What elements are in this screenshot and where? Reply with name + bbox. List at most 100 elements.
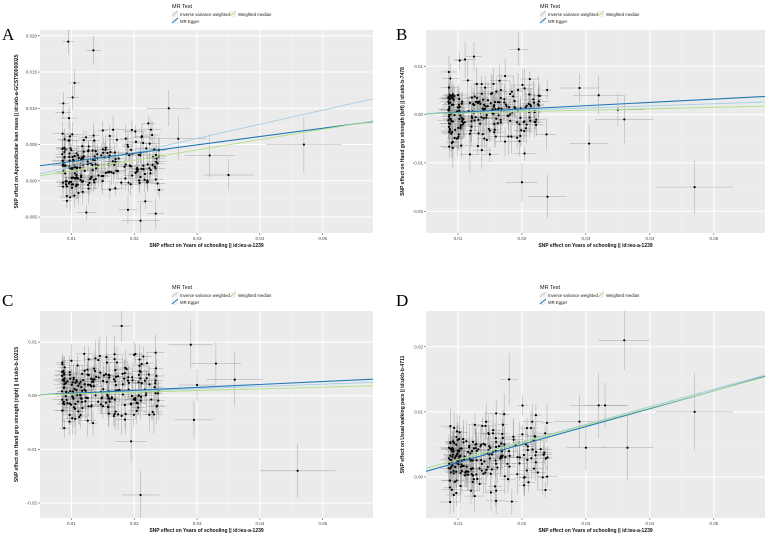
snp-point	[68, 155, 71, 158]
snp-point	[61, 361, 64, 364]
snp-point	[136, 166, 139, 170]
snp-point	[501, 436, 504, 440]
snp-point	[83, 369, 86, 372]
snp-point	[451, 146, 454, 149]
snp-point	[455, 435, 458, 439]
snp-point	[121, 372, 124, 375]
snp-point	[108, 134, 111, 138]
snp-point	[544, 488, 547, 492]
snp-point	[61, 409, 64, 412]
snp-point	[484, 86, 487, 89]
snp-point	[470, 125, 473, 128]
snp-point	[142, 355, 145, 358]
snp-point	[452, 97, 455, 100]
snp-point	[501, 432, 504, 436]
snp-point	[523, 129, 526, 133]
snp-point	[531, 420, 534, 423]
x-tick-label: 0.03	[193, 521, 202, 526]
snp-point	[91, 158, 95, 162]
snp-point	[453, 456, 457, 460]
snp-point	[91, 149, 94, 152]
snp-point	[506, 477, 510, 481]
snp-point	[490, 91, 494, 95]
snp-point	[73, 387, 76, 390]
snp-point	[63, 366, 66, 369]
snp-point	[447, 115, 450, 118]
snp-point	[455, 454, 458, 458]
snp-point	[88, 383, 92, 386]
snp-point	[64, 382, 67, 385]
snp-point	[518, 140, 521, 143]
y-axis-label: SNP effect on Appendicular lean mass || …	[14, 54, 20, 208]
snp-point	[92, 385, 95, 388]
x-axis-label: SNP effect on Years of schooling || id:i…	[538, 243, 653, 249]
snp-point	[519, 134, 522, 137]
snp-point	[532, 467, 536, 470]
legend: MR Test Inverse variance weighted MR Egger…	[171, 285, 272, 305]
snp-point	[110, 397, 113, 400]
snp-point	[139, 395, 143, 399]
snp-point	[90, 176, 93, 179]
snp-point	[534, 435, 537, 438]
snp-point	[499, 118, 502, 121]
snp-point	[65, 398, 68, 402]
snp-point	[75, 183, 78, 186]
snp-point	[469, 489, 473, 492]
snp-point	[544, 432, 547, 435]
snp-point	[131, 174, 134, 177]
snp-point	[518, 123, 521, 126]
snp-point	[495, 412, 498, 415]
x-tick-label: 0.01	[454, 521, 463, 526]
snp-point	[134, 396, 137, 400]
snp-point	[483, 137, 486, 140]
snp-point	[501, 423, 505, 426]
snp-point	[532, 98, 535, 101]
snp-point	[114, 383, 118, 387]
snp-point	[578, 420, 581, 423]
snp-point	[117, 157, 120, 160]
snp-point	[83, 352, 86, 355]
plot-background	[426, 30, 765, 233]
snp-point	[123, 418, 127, 421]
snp-point	[72, 378, 75, 381]
y-tick-label: 0.020	[26, 33, 38, 38]
snp-point	[68, 135, 72, 138]
snp-point	[153, 165, 156, 168]
snp-point	[448, 127, 451, 131]
snp-point	[478, 482, 481, 485]
snp-point	[517, 48, 520, 51]
snp-point	[490, 453, 494, 456]
snp-point	[488, 457, 491, 460]
snp-point	[486, 465, 489, 468]
snp-point	[147, 122, 150, 125]
snp-point	[487, 127, 490, 131]
snp-point	[78, 415, 81, 418]
snp-point	[461, 118, 464, 122]
x-axis-label: SNP effect on Years of schooling || id:i…	[149, 243, 264, 249]
snp-point	[455, 479, 458, 482]
snp-point	[98, 354, 101, 358]
snp-point	[495, 499, 498, 502]
legend-entry-label: MR Egger	[548, 300, 568, 305]
snp-point	[134, 398, 137, 402]
snp-point	[94, 177, 97, 181]
snp-point	[108, 400, 111, 403]
snp-point	[68, 152, 71, 155]
snp-point	[470, 120, 473, 123]
snp-point	[459, 124, 462, 127]
snp-point	[489, 491, 493, 494]
snp-point	[65, 185, 69, 188]
regression-line-mr-egger	[40, 121, 373, 167]
snp-point	[189, 343, 192, 346]
snp-point	[86, 383, 90, 386]
snp-point	[83, 169, 86, 172]
snp-point	[81, 190, 84, 193]
snp-point	[451, 453, 455, 456]
snp-point	[518, 462, 521, 465]
snp-point	[449, 471, 452, 474]
y-axis-label: SNP effect on Hand grip strength (right)…	[14, 347, 20, 482]
snp-point	[102, 151, 105, 154]
snp-point	[542, 453, 545, 456]
y-tick-label: 0.010	[26, 106, 38, 111]
snp-point	[81, 389, 84, 392]
